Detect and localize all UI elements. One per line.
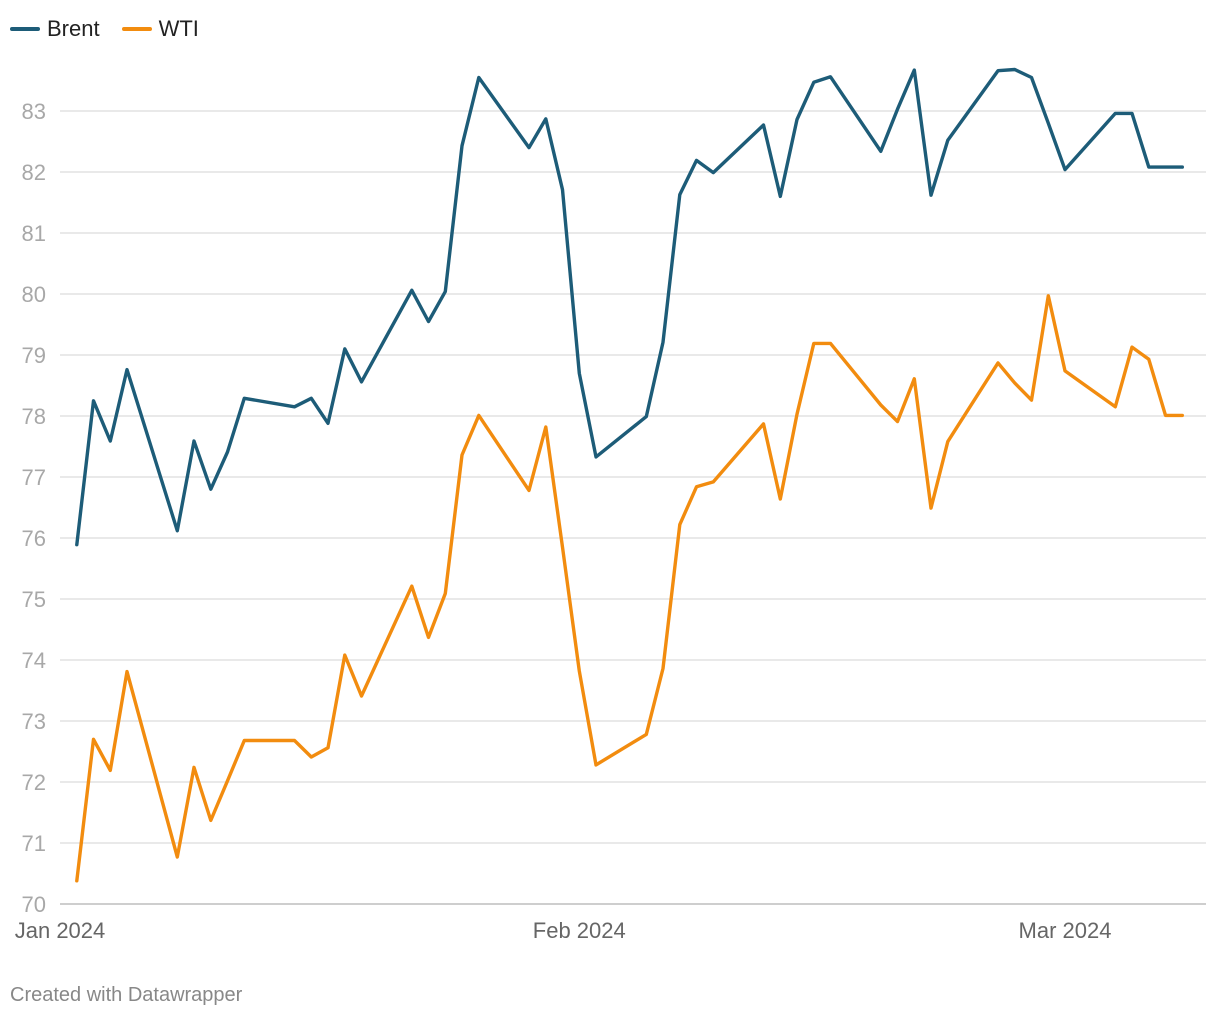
- series-line-brent[interactable]: [75, 67, 1185, 547]
- y-tick-label-79: 79: [22, 343, 46, 368]
- legend: Brent WTI: [10, 16, 199, 42]
- series-lines: [75, 67, 1185, 883]
- y-axis: 70 71 72 73 74 75 76 77 78 79 80 81 82 83: [22, 99, 46, 917]
- legend-swatch-wti: [121, 27, 152, 31]
- legend-label-brent: Brent: [47, 16, 100, 41]
- legend-item-brent[interactable]: Brent: [10, 16, 100, 42]
- y-tick-label-70: 70: [22, 892, 46, 917]
- gridlines: [60, 110, 1206, 905]
- legend-swatch-brent: [10, 27, 40, 31]
- legend-label-wti: WTI: [158, 16, 199, 41]
- y-tick-label-72: 72: [22, 770, 46, 795]
- y-tick-label-75: 75: [22, 587, 46, 612]
- series-line-wti[interactable]: [75, 294, 1185, 883]
- y-tick-label-76: 76: [22, 526, 46, 551]
- y-tick-label-74: 74: [22, 648, 46, 673]
- x-axis: Jan 2024 Feb 2024 Mar 2024: [15, 918, 1112, 943]
- legend-item-wti[interactable]: WTI: [121, 16, 199, 42]
- y-tick-label-80: 80: [22, 282, 46, 307]
- x-tick-label-1: Feb 2024: [533, 918, 626, 943]
- y-tick-label-82: 82: [22, 160, 46, 185]
- x-tick-label-0: Jan 2024: [15, 918, 106, 943]
- y-tick-label-73: 73: [22, 709, 46, 734]
- y-tick-label-71: 71: [22, 831, 46, 856]
- y-tick-label-81: 81: [22, 221, 46, 246]
- x-tick-label-2: Mar 2024: [1019, 918, 1112, 943]
- y-tick-label-77: 77: [22, 465, 46, 490]
- footer-credit: Created with Datawrapper: [10, 984, 243, 1006]
- y-tick-label-83: 83: [22, 99, 46, 124]
- y-tick-label-78: 78: [22, 404, 46, 429]
